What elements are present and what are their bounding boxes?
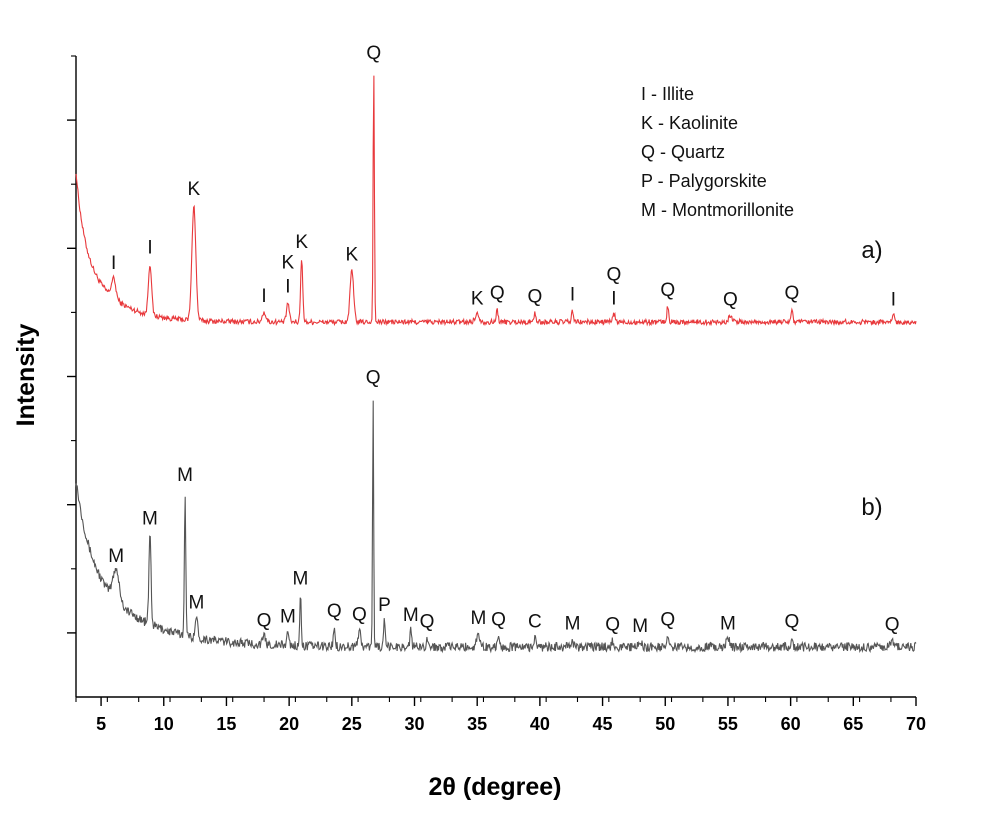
peak-label: M	[177, 465, 193, 486]
legend-entry: I - Illite	[641, 84, 694, 104]
peak-label: I	[285, 277, 290, 298]
x-tick-label: 35	[467, 714, 487, 734]
peak-label: Q	[491, 609, 506, 630]
x-tick-label: 65	[843, 714, 863, 734]
peak-label: M	[403, 605, 419, 626]
peak-label: Q	[366, 367, 381, 388]
peak-label: M	[720, 613, 736, 634]
peak-label: I	[147, 238, 152, 259]
x-tick-label: 15	[216, 714, 236, 734]
x-tick-label: 60	[781, 714, 801, 734]
x-tick-label: 55	[718, 714, 738, 734]
peak-label: M	[565, 613, 581, 634]
peak-label: C	[528, 611, 542, 632]
peak-label: Q	[327, 601, 342, 622]
peak-label: Q	[490, 283, 505, 304]
peak-label: I	[891, 290, 896, 311]
peak-label: M	[188, 592, 204, 613]
peak-label: M	[293, 568, 309, 589]
peak-label: Q	[527, 286, 542, 307]
series-tag-b: b)	[861, 494, 882, 521]
peak-label: M	[108, 546, 124, 567]
legend: I - Illite K - Kaolinite Q - Quartz P - Pal…	[641, 84, 794, 220]
peak-label: I	[261, 286, 266, 307]
legend-entry: Q - Quartz	[641, 142, 725, 162]
peak-label: K	[471, 288, 484, 309]
peak-label: I	[611, 288, 616, 309]
x-tick-label: 5	[96, 714, 106, 734]
x-tick-label: 45	[593, 714, 613, 734]
peak-label: M	[471, 608, 487, 629]
peak-label: I	[111, 253, 116, 274]
peak-label: Q	[660, 280, 675, 301]
peak-label: Q	[784, 611, 799, 632]
x-tick-label: 30	[404, 714, 424, 734]
x-tick-label: 50	[655, 714, 675, 734]
legend-entry: P - Palygorskite	[641, 171, 767, 191]
x-tick-label: 70	[906, 714, 926, 734]
peak-label: Q	[885, 615, 900, 636]
x-axis-title: 2θ (degree)	[429, 773, 562, 801]
axes: 5 10 15 20 25 30 35 40 45 50 55 60 65 70	[67, 55, 926, 734]
x-tick-label: 20	[279, 714, 299, 734]
peak-label: I	[570, 284, 575, 305]
trace-b	[75, 400, 917, 654]
peak-label: P	[378, 595, 391, 616]
peak-label: M	[142, 509, 158, 530]
peak-label: K	[188, 179, 201, 200]
series-tag-a: a)	[861, 237, 882, 264]
peak-label: Q	[420, 611, 435, 632]
peak-label: Q	[606, 264, 621, 285]
peak-label: M	[632, 616, 648, 637]
peak-label: Q	[257, 611, 272, 632]
legend-entry: K - Kaolinite	[641, 113, 738, 133]
x-tick-label: 10	[154, 714, 174, 734]
peak-label: Q	[352, 605, 367, 626]
peak-label: Q	[605, 615, 620, 636]
x-tick-label: 25	[342, 714, 362, 734]
x-tick-label: 40	[530, 714, 550, 734]
peak-label: Q	[723, 290, 738, 311]
peak-label: Q	[784, 283, 799, 304]
peak-label: K	[282, 253, 295, 274]
peak-label: Q	[366, 43, 381, 64]
peak-label: K	[295, 232, 308, 253]
y-axis-title: Intensity	[12, 324, 40, 427]
peak-label: Q	[660, 609, 675, 630]
legend-entry: M - Montmorillonite	[641, 200, 794, 220]
trace-a	[75, 75, 917, 327]
peak-label: K	[345, 245, 358, 266]
peak-label: M	[280, 607, 296, 628]
traces	[75, 75, 917, 654]
